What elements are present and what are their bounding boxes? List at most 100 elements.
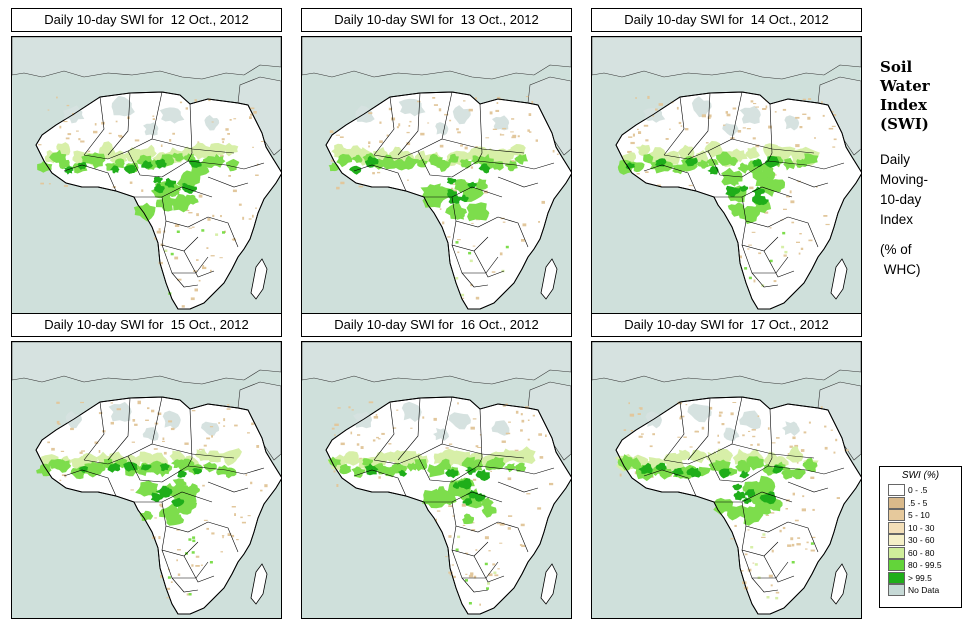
saturated-zone xyxy=(462,498,473,506)
dry-speckle xyxy=(154,517,157,519)
dry-speckle xyxy=(48,183,51,185)
dry-speckle xyxy=(163,451,167,455)
country-border xyxy=(83,96,105,156)
dry-speckle xyxy=(379,121,382,124)
country-border xyxy=(171,272,199,288)
europe-landmass xyxy=(592,342,861,385)
dry-speckle xyxy=(336,484,339,487)
no-data-patch xyxy=(491,420,510,436)
saturated-zone xyxy=(349,165,362,175)
dry-speckle xyxy=(470,572,474,576)
dry-speckle xyxy=(786,195,790,198)
country-border xyxy=(461,577,489,593)
dry-speckle xyxy=(765,514,769,516)
dry-speckle xyxy=(47,109,50,111)
wet-zone xyxy=(339,463,352,475)
dry-speckle xyxy=(223,425,226,427)
dry-speckle xyxy=(386,134,389,137)
wet-zone xyxy=(135,480,159,497)
dry-speckle xyxy=(801,508,806,512)
dry-speckle xyxy=(683,436,687,438)
dry-speckle xyxy=(80,401,84,404)
wet-speckle xyxy=(188,538,192,541)
dry-speckle xyxy=(396,126,399,129)
dry-speckle xyxy=(502,221,506,223)
dry-speckle xyxy=(220,155,224,157)
wet-speckle xyxy=(209,561,213,564)
country-border xyxy=(134,186,213,198)
dry-speckle xyxy=(796,461,799,464)
wet-zone xyxy=(155,194,177,212)
wet-zone xyxy=(746,456,764,471)
country-border xyxy=(751,272,779,288)
dry-speckle xyxy=(196,213,199,217)
legend-item: 10 - 30 xyxy=(880,521,961,535)
dry-speckle xyxy=(153,448,158,450)
no-data-patch xyxy=(162,410,181,430)
dry-speckle xyxy=(628,402,630,405)
country-border xyxy=(451,465,517,483)
dry-speckle xyxy=(392,427,397,429)
madagascar-landmass xyxy=(540,258,558,300)
dry-speckle xyxy=(457,131,461,134)
dry-speckle xyxy=(791,221,795,224)
legend-label: 0 - .5 xyxy=(908,485,928,496)
moist-zone xyxy=(387,450,403,464)
dry-speckle xyxy=(637,413,641,415)
wet-zone xyxy=(617,454,635,471)
dry-speckle xyxy=(66,104,70,107)
wet-zone xyxy=(392,159,409,171)
wet-zone xyxy=(459,158,472,169)
wet-speckle xyxy=(505,245,509,249)
dry-speckle xyxy=(680,125,683,127)
dry-speckle xyxy=(471,529,476,532)
dry-speckle xyxy=(210,269,212,272)
no-data-patch xyxy=(108,401,132,422)
dry-speckle xyxy=(221,138,225,141)
dry-speckle xyxy=(38,144,42,146)
dry-speckle xyxy=(247,515,251,517)
dry-speckle xyxy=(240,516,243,519)
dry-speckle xyxy=(168,420,173,423)
saturated-zone xyxy=(467,181,477,189)
wet-zone xyxy=(475,178,488,192)
saturated-zone xyxy=(155,158,167,169)
dry-speckle xyxy=(783,254,787,257)
dry-speckle xyxy=(223,418,226,422)
dry-speckle xyxy=(725,111,728,114)
dry-speckle xyxy=(795,116,800,119)
country-border xyxy=(451,244,499,274)
moist-zone xyxy=(510,144,526,158)
country-border xyxy=(83,401,105,461)
dry-speckle xyxy=(245,474,248,476)
country-border xyxy=(183,555,215,583)
wet-speckle xyxy=(457,535,461,539)
dry-speckle xyxy=(489,111,493,115)
wet-zone xyxy=(801,153,819,165)
dry-speckle xyxy=(203,444,207,447)
unit-note-line: WHC) xyxy=(880,262,921,277)
wet-zone xyxy=(437,458,452,473)
dry-speckle xyxy=(775,591,780,594)
dry-speckle xyxy=(61,474,66,476)
wet-speckle xyxy=(455,241,459,244)
legend-swatch xyxy=(888,571,905,584)
dry-speckle xyxy=(823,215,828,217)
dry-speckle xyxy=(80,140,85,143)
europe-landmass xyxy=(302,37,571,80)
africa-coastline xyxy=(35,91,281,310)
dry-speckle xyxy=(556,153,559,155)
wet-speckle xyxy=(782,231,786,235)
dry-speckle xyxy=(381,432,385,435)
panel-title: Daily 10-day SWI for 13 Oct., 2012 xyxy=(301,8,572,32)
wet-zone xyxy=(505,160,518,172)
africa-coastline xyxy=(35,396,281,615)
dry-speckle xyxy=(468,108,473,112)
dry-speckle xyxy=(232,189,237,193)
saturated-zone xyxy=(192,468,203,475)
saturated-zone xyxy=(123,461,138,472)
legend-rows: 0 - .5.5 - 5 5 - 10 10 - 30 30 - 60 60 - 80 8… xyxy=(880,484,961,597)
dry-speckle xyxy=(422,416,425,419)
dry-speckle xyxy=(630,430,633,432)
dry-speckle xyxy=(539,456,544,459)
